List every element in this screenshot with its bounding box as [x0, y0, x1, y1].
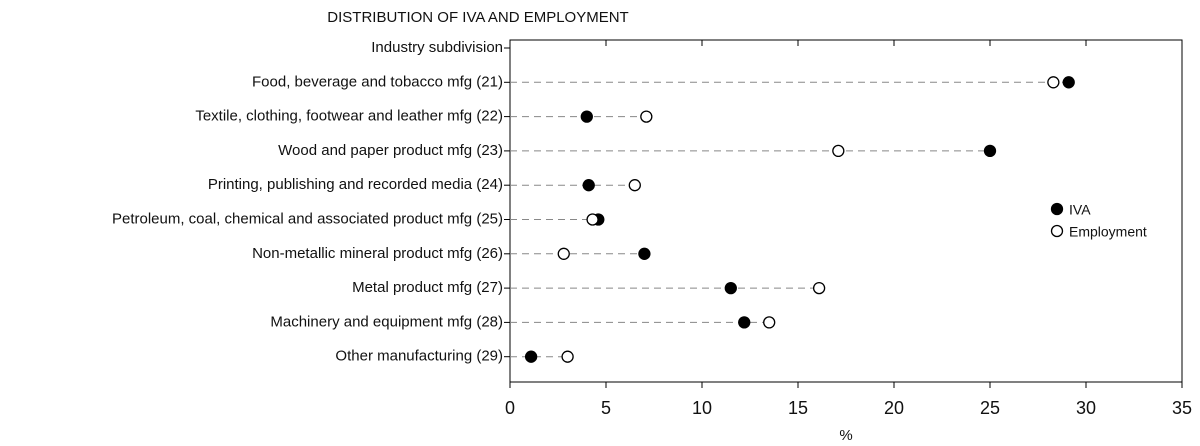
y-tick-label: Printing, publishing and recorded media …	[208, 176, 503, 193]
legend-marker	[1050, 202, 1064, 216]
legend-label: Employment	[1069, 224, 1147, 240]
plot-frame	[509, 39, 1183, 383]
legend-marker	[1050, 224, 1064, 238]
dot	[524, 350, 538, 363]
y-tick-label: Machinery and equipment mfg (28)	[270, 313, 503, 330]
dot	[812, 281, 826, 295]
x-tick-label: 35	[1172, 398, 1192, 418]
y-tick-label: Textile, clothing, footwear and leather …	[195, 108, 503, 125]
dot	[582, 179, 595, 192]
dot	[580, 110, 593, 123]
chart-title: DISTRIBUTION OF IVA AND EMPLOYMENT	[327, 9, 628, 26]
y-tick-label: Food, beverage and tobacco mfg (21)	[252, 73, 503, 90]
legend-label: IVA	[1069, 202, 1091, 218]
dot	[724, 281, 737, 295]
y-tick-label: Non-metallic mineral product mfg (26)	[252, 245, 503, 262]
dot	[983, 144, 997, 158]
y-tick-label: Petroleum, coal, chemical and associated…	[112, 210, 503, 227]
dot	[738, 316, 751, 329]
dot	[1047, 76, 1060, 89]
y-tick-label: Wood and paper product mfg (23)	[278, 142, 503, 159]
x-tick-label: 10	[692, 398, 712, 418]
dot	[1062, 76, 1075, 89]
y-tick-label: Metal product mfg (27)	[352, 279, 503, 296]
dot	[832, 144, 845, 158]
dot	[628, 179, 641, 192]
x-tick-label: 25	[980, 398, 1000, 418]
dot	[638, 247, 651, 260]
x-tick-label: 20	[884, 398, 904, 418]
y-tick-label: Other manufacturing (29)	[335, 348, 503, 365]
dot	[640, 110, 653, 123]
dot	[557, 247, 570, 260]
x-tick-label: 5	[601, 398, 611, 418]
dot	[586, 213, 599, 226]
dot	[561, 350, 574, 363]
x-axis-label: %	[839, 427, 852, 444]
y-axis-label: Industry subdivision	[371, 39, 503, 56]
x-tick-label: 0	[505, 398, 515, 418]
dot	[763, 316, 776, 329]
x-tick-label: 15	[788, 398, 808, 418]
x-tick-label: 30	[1076, 398, 1096, 418]
